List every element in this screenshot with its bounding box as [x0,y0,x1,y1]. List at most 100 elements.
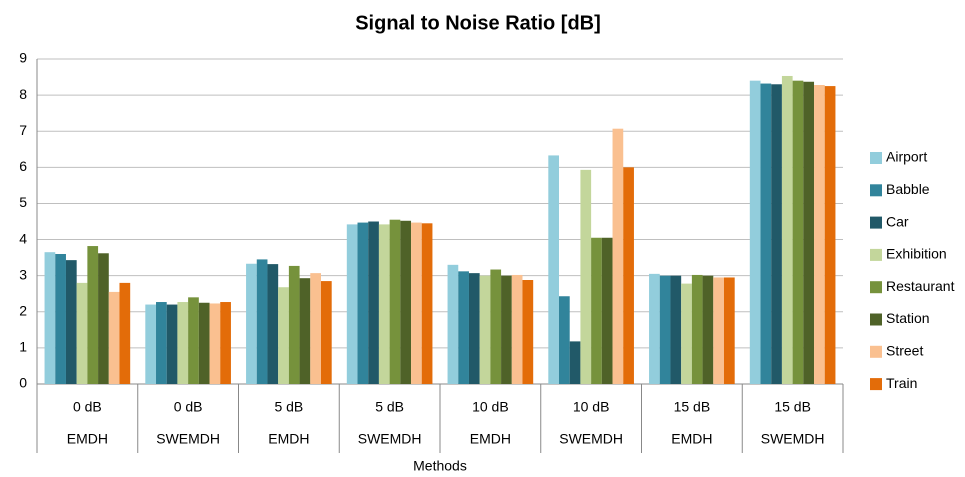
legend-label: Station [886,310,930,326]
legend-swatch [870,184,882,197]
bar [511,274,523,384]
bar [310,273,321,384]
legend-swatch [870,152,882,164]
bar [76,282,88,384]
bar [44,252,56,384]
bar [522,280,534,384]
bar [548,155,560,384]
bar [220,302,231,384]
bar [389,219,401,384]
bar [166,304,178,384]
bar [98,253,109,384]
bar [479,275,491,384]
bar [209,303,221,384]
x-group-label: SWEMDH [559,431,623,447]
bar [108,291,120,384]
bar [378,224,390,384]
bar [421,223,433,384]
bar [87,246,99,384]
bar [490,269,502,384]
legend-label: Car [886,213,909,229]
x-group-label: EMDH [470,431,511,447]
legend-swatch [870,248,882,261]
x-tick-label: 10 dB [472,399,509,415]
x-tick-label: 0 dB [73,399,102,415]
x-tick-label: 15 dB [774,399,811,415]
y-tick-label: 8 [19,86,27,102]
bar [246,263,257,384]
x-group-label: EMDH [67,431,108,447]
x-group-label: EMDH [268,431,309,447]
x-tick-label: 10 dB [573,399,610,415]
y-tick-label: 3 [19,266,27,282]
bar [623,167,634,384]
bar [346,224,358,384]
bar [278,287,289,384]
bar [601,237,613,384]
x-tick-label: 0 dB [174,399,203,415]
bar [670,275,682,384]
legend-label: Exhibition [886,246,947,262]
bar [803,81,815,384]
bar [458,271,469,384]
bar [299,278,311,384]
bar [591,237,602,384]
chart-title: Signal to Noise Ratio [dB] [355,12,601,34]
bar [559,296,570,384]
bar [792,80,804,385]
bar [702,275,714,384]
bar [357,222,369,384]
x-axis-title: Methods [413,458,467,474]
x-tick-label: 5 dB [375,399,404,415]
legend-label: Train [886,375,917,391]
bar [55,254,66,384]
legend-swatch [870,216,882,229]
bar [749,80,761,385]
x-tick-label: 5 dB [274,399,303,415]
legend-swatch [870,313,882,326]
y-tick-label: 5 [19,194,27,210]
bar [400,220,412,384]
legend-swatch [870,378,882,391]
x-group-label: SWEMDH [156,431,220,447]
y-tick-label: 2 [19,302,27,318]
bar [320,281,332,384]
bar [659,275,671,384]
legend-swatch [870,345,882,358]
bar [580,169,592,384]
legend-swatch [870,281,882,294]
bar [814,85,825,384]
bar [188,297,199,384]
x-group-label: SWEMDH [761,431,825,447]
bar [256,259,268,384]
legend-label: Street [886,343,923,359]
bar [411,222,422,384]
bar [681,283,692,384]
bar [156,302,167,384]
bar [781,75,793,384]
bar [119,282,131,384]
y-tick-label: 1 [19,339,27,355]
bar [771,84,782,385]
bar [760,83,772,385]
x-tick-label: 15 dB [674,399,711,415]
legend-label: Babble [886,181,930,197]
bar [649,273,660,384]
y-tick-label: 0 [19,375,27,391]
bar [368,221,379,384]
bar [267,264,279,384]
bar [447,264,459,384]
bar [612,128,624,384]
bar [288,265,300,384]
y-tick-label: 9 [19,50,27,66]
bar [569,341,581,384]
bar [198,302,210,384]
x-group-label: SWEMDH [358,431,422,447]
y-tick-label: 6 [19,158,27,174]
bar [468,273,480,384]
y-tick-label: 7 [19,122,27,138]
legend-label: Restaurant [886,278,955,294]
bar [824,86,836,384]
bar [691,274,703,384]
